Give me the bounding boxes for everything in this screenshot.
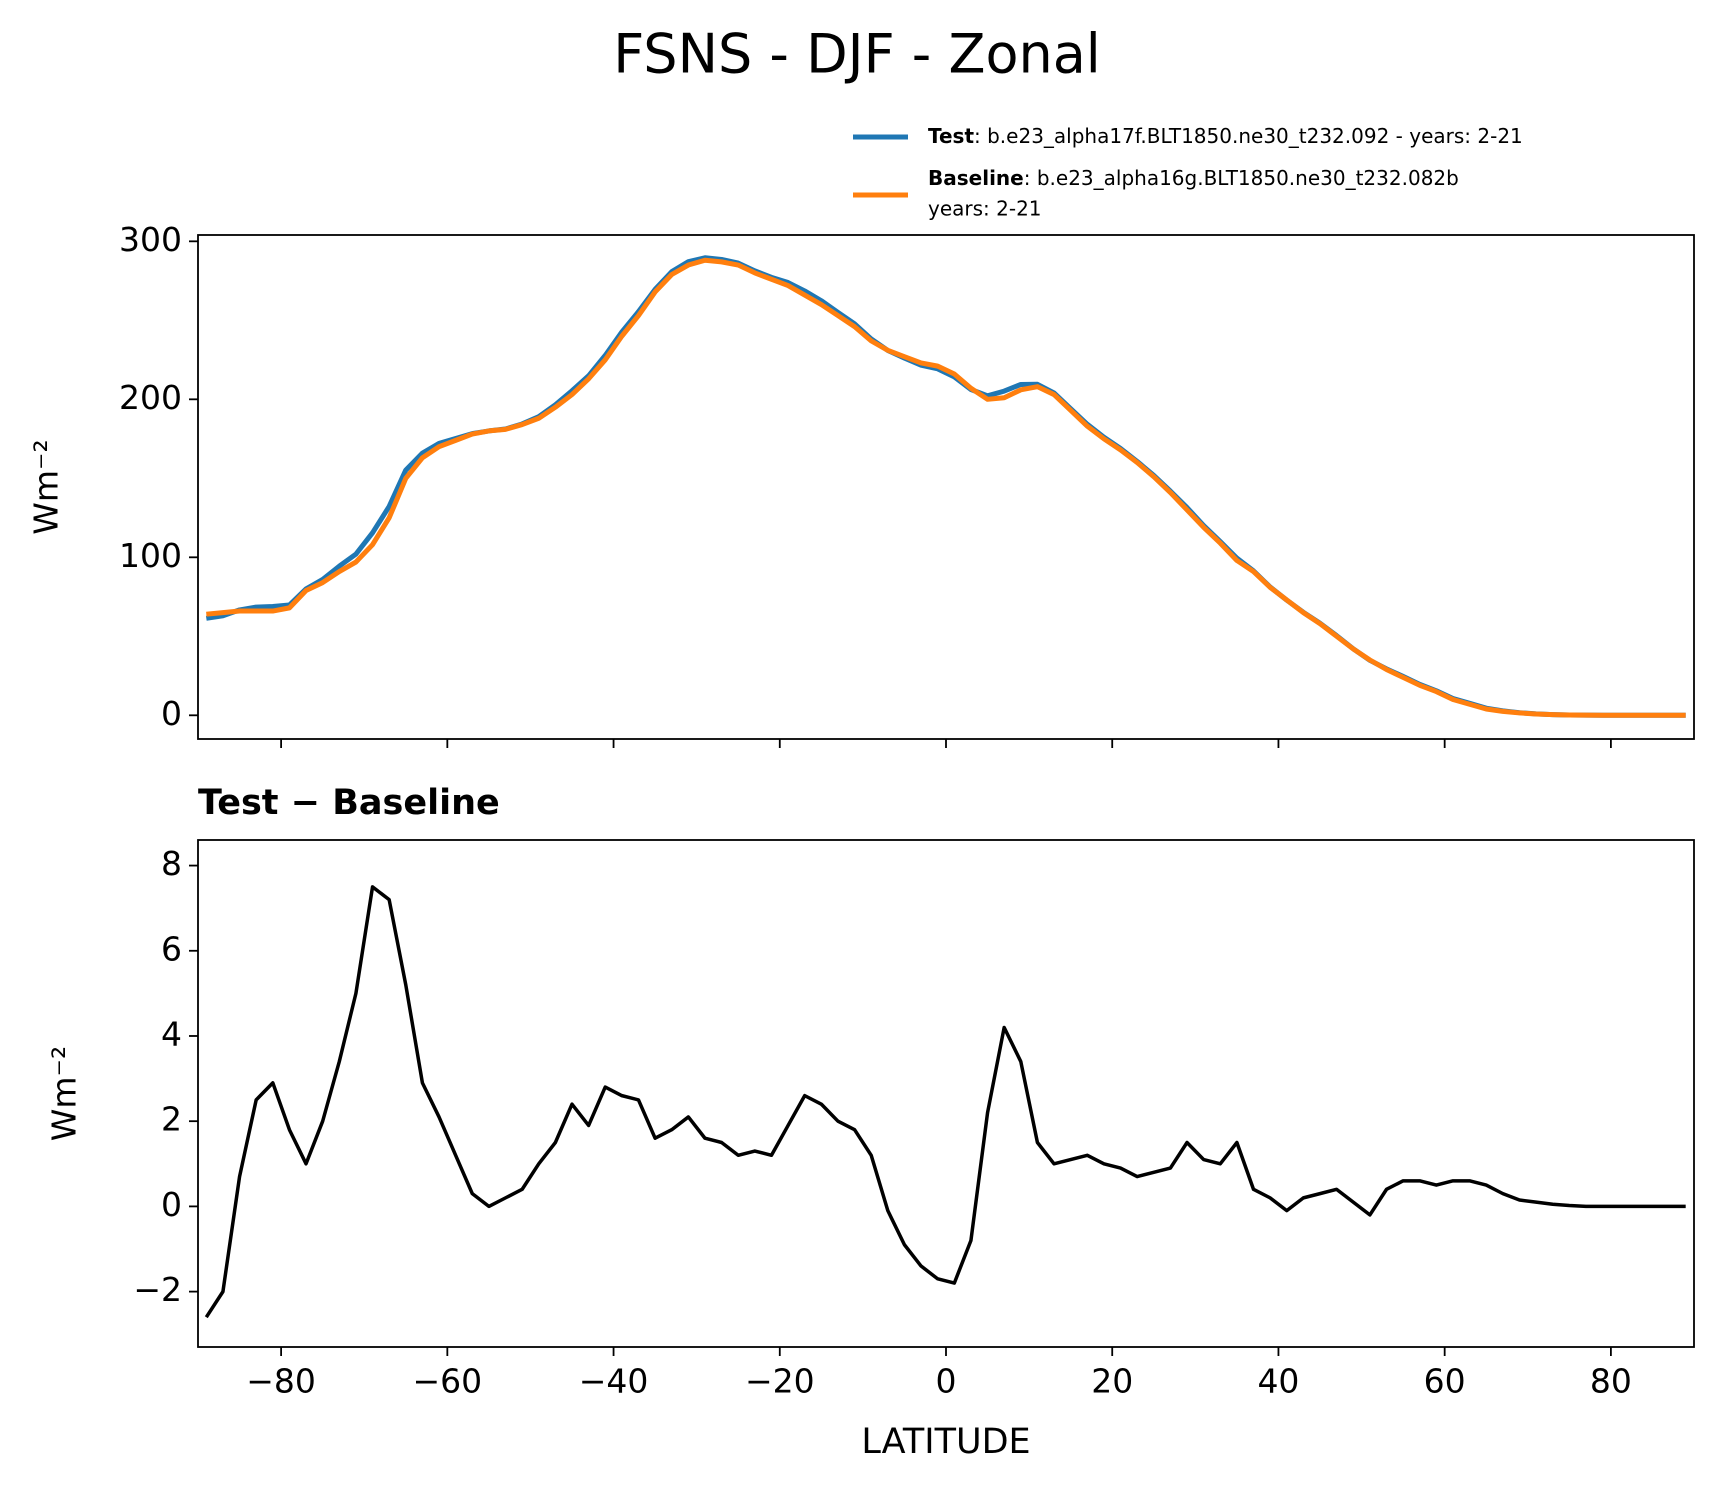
x-tick-label: −60 <box>413 1362 483 1401</box>
x-tick-label: 80 <box>1590 1362 1632 1401</box>
legend-description: : b.e23_alpha17f.BLT1850.ne30_t232.092 -… <box>974 124 1523 148</box>
legend-name: Test <box>928 124 974 148</box>
y-tick-label: 300 <box>119 220 182 259</box>
legend-description: : b.e23_alpha16g.BLT1850.ne30_t232.082b <box>1024 166 1459 190</box>
legend-name: Baseline <box>928 166 1024 190</box>
x-tick-label: −40 <box>579 1362 649 1401</box>
y-tick-label: 0 <box>161 694 182 733</box>
series-line <box>204 885 1686 1319</box>
x-tick-label: 60 <box>1424 1362 1466 1401</box>
axes-frame <box>197 234 1695 740</box>
y-tick-label: 0 <box>161 1185 182 1224</box>
figure-title: FSNS - DJF - Zonal <box>613 23 1101 86</box>
x-tick-label: 0 <box>936 1362 957 1401</box>
x-tick-label: 20 <box>1091 1362 1133 1401</box>
y-tick-label: 4 <box>161 1014 182 1053</box>
y-axis-label: Wm⁻² <box>27 439 66 534</box>
legend-label: Baseline: b.e23_alpha16g.BLT1850.ne30_t2… <box>928 166 1459 190</box>
series-line <box>205 255 1686 718</box>
y-tick-label: 100 <box>119 536 182 575</box>
x-tick-label: 40 <box>1257 1362 1299 1401</box>
y-tick-label: 200 <box>119 378 182 417</box>
legend-description: years: 2-21 <box>928 197 1042 221</box>
legend-label: Test: b.e23_alpha17f.BLT1850.ne30_t232.0… <box>928 124 1523 148</box>
y-tick-label: 8 <box>161 844 182 883</box>
y-tick-label: 6 <box>161 929 182 968</box>
axes-title: Test − Baseline <box>198 783 500 823</box>
axes-frame <box>197 839 1695 1348</box>
x-tick-label: −20 <box>745 1362 815 1401</box>
y-tick-label: 2 <box>161 1100 182 1139</box>
series-line <box>206 257 1686 718</box>
y-tick-label: −2 <box>133 1270 182 1309</box>
x-axis-label: LATITUDE <box>861 1422 1030 1462</box>
y-axis-label: Wm⁻² <box>45 1046 84 1141</box>
x-tick-label: −80 <box>246 1362 316 1401</box>
